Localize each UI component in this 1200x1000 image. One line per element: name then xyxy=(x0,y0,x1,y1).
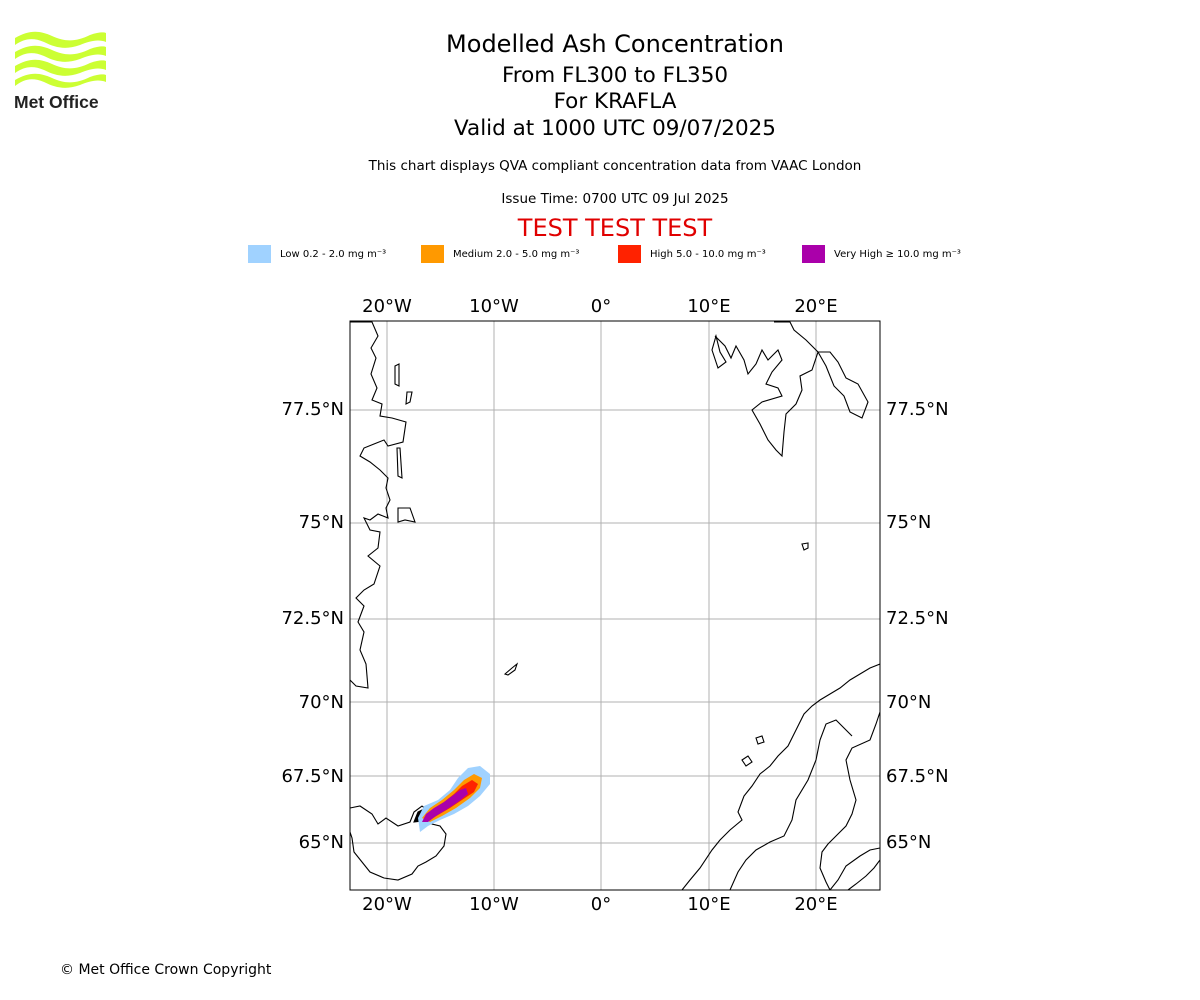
legend-swatch-medium xyxy=(421,245,444,263)
legend-label-low: Low 0.2 - 2.0 mg m⁻³ xyxy=(280,248,387,260)
lat-label-left: 75°N xyxy=(299,512,344,533)
lon-label-top: 10°W xyxy=(469,296,519,317)
lon-label-top: 20°W xyxy=(362,296,412,317)
map-frame xyxy=(349,320,881,891)
lat-label-left: 67.5°N xyxy=(281,766,344,787)
greenland-coast xyxy=(350,321,407,689)
lon-label-bottom: 20°E xyxy=(794,894,837,915)
legend-item-medium: Medium 2.0 - 5.0 mg m⁻³ xyxy=(421,244,579,264)
ash-plume xyxy=(418,766,490,832)
svalbard-coast xyxy=(711,333,727,369)
lon-label-top: 10°E xyxy=(687,296,730,317)
greenland-coast xyxy=(397,507,416,523)
ash-very-high-region xyxy=(422,788,468,822)
island xyxy=(396,447,403,479)
legend-swatch-very-high xyxy=(802,245,825,263)
island xyxy=(801,542,809,551)
norway-coast xyxy=(729,719,853,890)
legend-swatch-low xyxy=(248,245,271,263)
iceland-coast xyxy=(350,805,447,881)
lon-label-top: 0° xyxy=(591,296,611,317)
island xyxy=(405,391,413,405)
flight-levels: From FL300 to FL350 xyxy=(501,63,729,88)
norway-coast xyxy=(819,711,880,890)
met-office-waves-logo-icon xyxy=(15,31,106,88)
svalbard-coast xyxy=(817,351,869,419)
graticule xyxy=(350,321,880,890)
lat-label-right: 77.5°N xyxy=(886,399,949,420)
legend-swatch-high xyxy=(618,245,641,263)
legend-item-high: High 5.0 - 10.0 mg m⁻³ xyxy=(618,244,766,264)
lat-label-right: 72.5°N xyxy=(886,608,949,629)
lat-label-right: 70°N xyxy=(886,692,931,713)
svalbard-coast xyxy=(714,321,819,458)
lon-label-bottom: 10°W xyxy=(469,894,519,915)
legend-item-very-high: Very High ≥ 10.0 mg m⁻³ xyxy=(802,244,961,264)
lon-label-bottom: 10°E xyxy=(687,894,730,915)
legend-label-medium: Medium 2.0 - 5.0 mg m⁻³ xyxy=(453,248,580,260)
lat-label-right: 75°N xyxy=(886,512,931,533)
norway-island xyxy=(741,755,753,767)
legend-item-low: Low 0.2 - 2.0 mg m⁻³ xyxy=(248,244,386,264)
volcano-name: For KRAFLA xyxy=(553,89,677,114)
valid-time: Valid at 1000 UTC 09/07/2025 xyxy=(453,116,776,141)
met-office-logo: Met Office xyxy=(14,31,106,112)
lat-label-right: 67.5°N xyxy=(886,766,949,787)
legend-label-high: High 5.0 - 10.0 mg m⁻³ xyxy=(650,248,766,260)
issue-time: Issue Time: 0700 UTC 09 Jul 2025 xyxy=(501,191,729,207)
lon-label-top: 20°E xyxy=(794,296,837,317)
finland-coast xyxy=(829,847,880,890)
lat-label-right: 65°N xyxy=(886,832,931,853)
legend-label-very-high: Very High ≥ 10.0 mg m⁻³ xyxy=(834,248,961,260)
copyright-footer: © Met Office Crown Copyright xyxy=(60,962,272,978)
gulf-of-bothnia-coast xyxy=(847,859,880,890)
lon-label-bottom: 0° xyxy=(591,894,611,915)
lat-label-left: 77.5°N xyxy=(281,399,344,420)
chart-subtitle: This chart displays QVA compliant concen… xyxy=(368,158,862,174)
logo-text: Met Office xyxy=(14,92,99,112)
coastlines xyxy=(350,321,880,890)
chart-title: Modelled Ash Concentration xyxy=(446,30,784,58)
norway-island xyxy=(755,735,765,745)
lat-label-left: 70°N xyxy=(299,692,344,713)
island xyxy=(394,363,400,387)
norway-coast xyxy=(681,663,880,890)
lat-label-left: 72.5°N xyxy=(281,608,344,629)
jan-mayen-coast xyxy=(503,662,519,676)
lat-label-left: 65°N xyxy=(299,832,344,853)
test-banner: TEST TEST TEST xyxy=(517,214,713,242)
lon-label-bottom: 20°W xyxy=(362,894,412,915)
